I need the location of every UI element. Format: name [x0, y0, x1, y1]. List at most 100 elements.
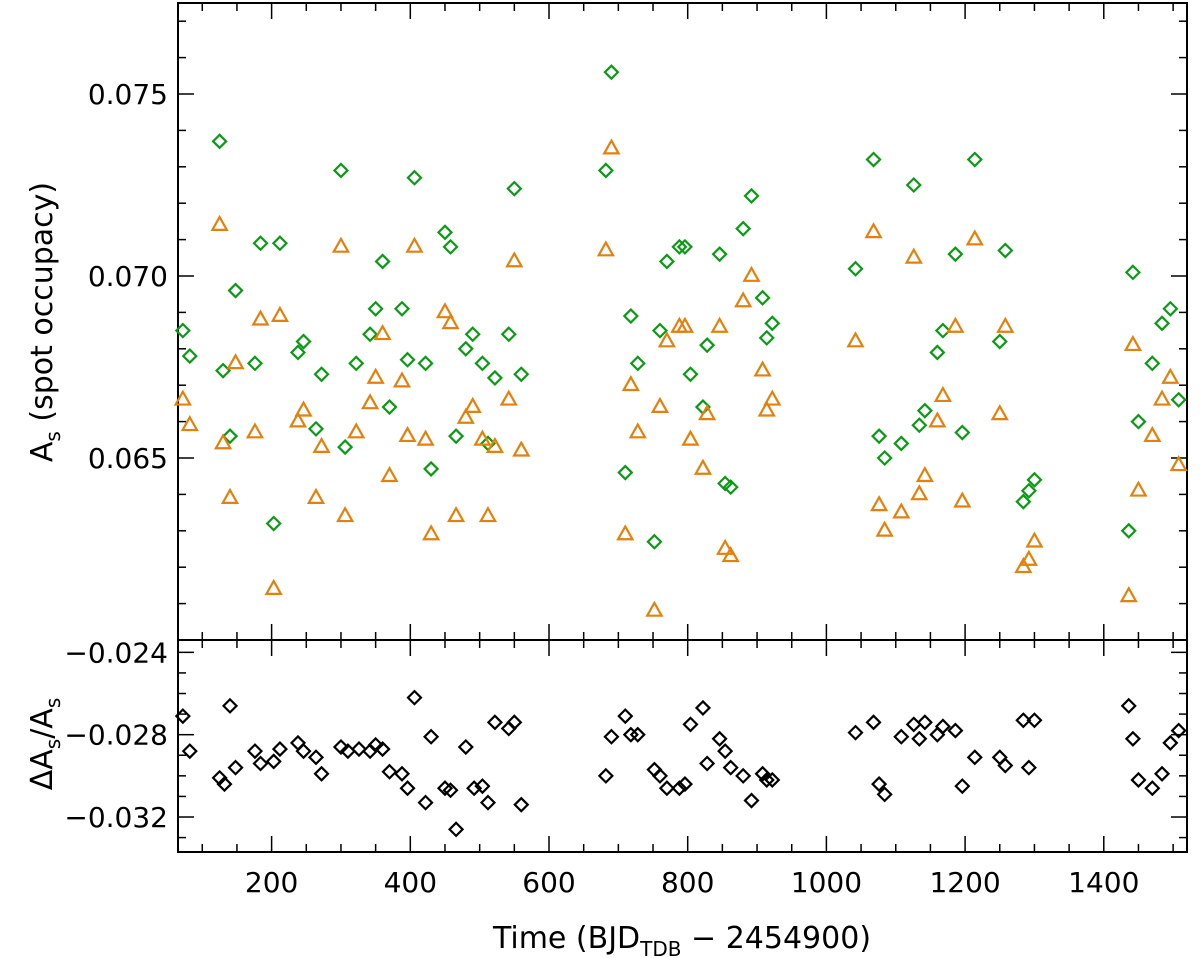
top-triangle-point — [210, 214, 229, 231]
top-triangle-point — [251, 309, 270, 326]
bottom-panel-ytick-labels: −0.032 −0.028 −0.024 — [64, 636, 168, 834]
bottom-panel-frame — [177, 639, 1188, 853]
xtick-label: 1400 — [1068, 866, 1139, 899]
top-diamond-point — [457, 340, 474, 357]
top-triangle-point — [270, 305, 290, 322]
top-diamond-point — [221, 428, 239, 445]
top-triangle-point — [361, 393, 380, 410]
bottom-diamond-point — [735, 767, 752, 784]
bottom-diamond-point — [1170, 722, 1187, 739]
top-diamond-point — [682, 366, 699, 383]
top-diamond-point — [464, 326, 481, 343]
xtick-label: 600 — [522, 866, 575, 899]
top-triangle-point — [1025, 531, 1044, 548]
top-diamond-point — [181, 348, 198, 365]
top-triangle-point — [864, 222, 883, 239]
top-triangle-point — [1169, 455, 1188, 472]
top-triangle-point — [422, 524, 441, 541]
top-triangle-point — [512, 440, 531, 457]
top-triangle-point — [435, 302, 455, 319]
top-triangle-point — [910, 484, 929, 501]
bottom-diamond-point — [1144, 780, 1161, 797]
bottom-diamond-point — [271, 741, 288, 758]
top-diamond-point — [513, 366, 530, 383]
top-triangle-point — [904, 247, 923, 264]
bottom-diamond-point — [367, 736, 384, 754]
top-panel-ytick-labels: 0.065 0.070 0.075 — [88, 78, 168, 475]
bottom-panel-points — [174, 689, 1187, 838]
top-triangle-point — [416, 429, 435, 446]
top-triangle-point — [1161, 367, 1180, 384]
top-y-axis-label-sub: s — [41, 431, 65, 441]
top-diamond-point — [337, 439, 354, 456]
bottom-diamond-point — [682, 716, 699, 733]
top-triangle-point — [698, 404, 717, 421]
top-triangle-point — [294, 400, 313, 417]
bottom-diamond-point — [651, 767, 669, 784]
bottom-y-axis-label-main: ΔA — [25, 749, 60, 791]
top-triangle-point — [757, 400, 776, 417]
bottom-diamond-point — [934, 718, 951, 735]
bottom-diamond-point — [393, 765, 411, 782]
bottom-y-axis-label-sub2: s — [41, 698, 65, 708]
top-diamond-point — [1120, 522, 1137, 539]
x-axis-label-sub: TDB — [639, 937, 681, 958]
top-triangle-point — [1019, 549, 1038, 566]
top-diamond-point — [423, 460, 440, 477]
top-triangle-point — [721, 546, 740, 563]
bottom-diamond-point — [265, 753, 282, 770]
bottom-diamond-point — [506, 714, 523, 731]
bottom-diamond-point — [929, 726, 946, 743]
top-triangle-point — [1143, 425, 1162, 443]
top-triangle-point — [946, 316, 965, 333]
top-diamond-point — [758, 329, 775, 346]
x-axis-label: Time (BJDTDB − 2454900) — [492, 921, 871, 958]
top-diamond-point — [332, 162, 350, 179]
x-tick-labels: 200 400 600 800 1000 1200 1400 — [245, 866, 1140, 899]
top-triangle-point — [173, 389, 192, 406]
top-triangle-point — [1119, 586, 1138, 603]
bottom-ytick-label: −0.024 — [64, 636, 168, 669]
top-triangle-point — [716, 538, 735, 555]
xtick-label: 1000 — [791, 866, 862, 899]
bottom-diamond-point — [758, 771, 775, 789]
top-diamond-point — [174, 322, 191, 339]
bottom-diamond-point — [513, 796, 530, 813]
top-triangle-point — [870, 495, 889, 512]
bottom-diamond-point — [486, 714, 503, 731]
top-diamond-point — [506, 180, 523, 197]
bottom-y-axis-label-sub1: s — [41, 739, 65, 749]
bottom-diamond-point — [350, 741, 368, 758]
top-triangle-point — [602, 138, 621, 155]
bottom-diamond-point — [252, 755, 269, 772]
bottom-diamond-point — [181, 743, 198, 760]
top-diamond-point — [362, 326, 379, 343]
x-axis-label-rest: − 2454900) — [682, 921, 872, 956]
bottom-diamond-point — [374, 741, 391, 758]
top-triangle-point — [915, 465, 934, 483]
top-diamond-point — [617, 464, 634, 481]
bottom-diamond-point — [1162, 734, 1179, 751]
top-diamond-point — [847, 260, 864, 277]
top-triangle-point — [1152, 389, 1172, 406]
bottom-diamond-point — [381, 763, 398, 780]
top-triangle-point — [990, 404, 1009, 421]
top-diamond-point — [597, 162, 614, 179]
bottom-diamond-point — [871, 776, 888, 793]
bottom-panel-ticks — [178, 640, 1187, 852]
bottom-diamond-point — [754, 765, 771, 782]
top-diamond-point — [651, 322, 669, 339]
top-diamond-point — [711, 246, 728, 263]
bottom-diamond-point — [216, 776, 233, 793]
top-triangle-point — [264, 578, 283, 595]
top-diamond-point — [1124, 264, 1141, 281]
top-triangle-point — [180, 414, 199, 432]
top-triangle-point — [742, 265, 761, 282]
bottom-diamond-point — [457, 738, 474, 756]
top-triangle-point — [681, 429, 700, 446]
bottom-diamond-point — [699, 755, 716, 772]
top-diamond-point — [865, 151, 882, 168]
top-triangle-point — [473, 429, 492, 446]
top-diamond-point — [448, 428, 465, 445]
